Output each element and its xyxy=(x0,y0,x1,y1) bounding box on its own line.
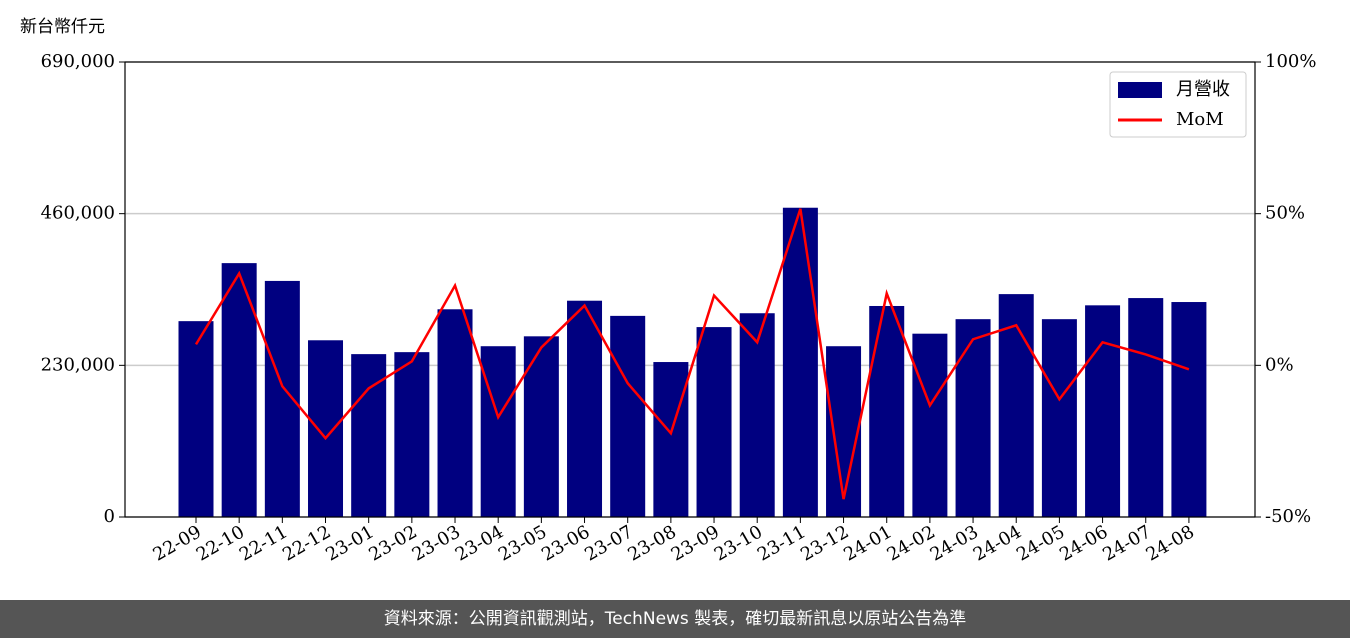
y2-tick-label: -50% xyxy=(1265,506,1311,527)
x-tick-label: 23-09 xyxy=(668,521,723,565)
y2-tick-label: 100% xyxy=(1265,51,1316,72)
bar xyxy=(869,305,905,517)
x-tick-label: 24-04 xyxy=(970,521,1025,565)
bar xyxy=(308,340,344,517)
x-tick-label: 24-06 xyxy=(1056,521,1111,565)
x-tick-label: 24-07 xyxy=(1099,521,1154,565)
x-tick-label: 23-04 xyxy=(452,521,507,565)
x-tick-label: 23-11 xyxy=(754,521,809,565)
bar xyxy=(1085,305,1121,517)
x-tick-label: 24-01 xyxy=(840,521,895,565)
bar xyxy=(610,315,646,517)
bar xyxy=(1041,319,1077,517)
bar xyxy=(264,280,300,517)
x-tick-label: 24-08 xyxy=(1142,521,1197,565)
bar xyxy=(826,346,862,517)
line xyxy=(194,208,1190,500)
bar xyxy=(567,300,603,517)
x-tick-label: 23-05 xyxy=(495,521,550,565)
y-tick-label: 0 xyxy=(104,506,115,527)
bar xyxy=(739,313,775,517)
x-tick-label: 24-03 xyxy=(927,521,982,565)
bar xyxy=(394,352,430,517)
footer-bar xyxy=(0,600,1350,638)
bar xyxy=(955,319,991,517)
x-tick-label: 22-09 xyxy=(150,521,205,565)
x-tick-label: 23-01 xyxy=(322,521,377,565)
x-tick-label: 23-03 xyxy=(409,521,464,565)
y2-tick-label: 50% xyxy=(1265,203,1305,224)
legend-label: 月營收 xyxy=(1176,79,1230,100)
x-tick-label: 22-10 xyxy=(193,521,248,565)
x-tick-label: 23-02 xyxy=(365,521,420,565)
x-tick-label: 24-02 xyxy=(883,521,938,565)
bar xyxy=(912,333,948,517)
bar xyxy=(782,207,818,518)
source-note: 資料來源：公開資訊觀測站，TechNews 製表，確切最新訊息以原站公告為準 xyxy=(384,609,966,629)
legend-swatch xyxy=(1118,82,1162,98)
bar xyxy=(437,309,473,517)
bar xyxy=(1171,302,1207,517)
x-tick-label: 23-08 xyxy=(624,521,679,565)
bar xyxy=(696,327,732,517)
bar xyxy=(178,321,214,517)
plot-frame xyxy=(124,61,1256,518)
bar xyxy=(1128,298,1164,517)
y-tick-label: 690,000 xyxy=(41,51,115,72)
y-axis-label: 新台幣仟元 xyxy=(20,17,105,37)
legend-label: MoM xyxy=(1176,109,1224,130)
x-tick-label: 23-07 xyxy=(581,521,636,565)
x-tick-label: 23-06 xyxy=(538,521,593,565)
bar xyxy=(523,336,559,517)
bar xyxy=(480,346,516,517)
x-tick-label: 22-12 xyxy=(279,521,334,565)
x-tick-label: 24-05 xyxy=(1013,521,1068,565)
bar xyxy=(998,294,1034,517)
bar xyxy=(351,354,387,517)
y-tick-label: 460,000 xyxy=(41,203,115,224)
bar xyxy=(653,362,689,517)
bar xyxy=(221,263,257,517)
x-tick-label: 22-11 xyxy=(236,521,291,565)
x-tick-label: 23-12 xyxy=(797,521,852,565)
y2-tick-label: 0% xyxy=(1265,354,1294,375)
y-tick-label: 230,000 xyxy=(41,354,115,375)
x-tick-label: 23-10 xyxy=(711,521,766,565)
